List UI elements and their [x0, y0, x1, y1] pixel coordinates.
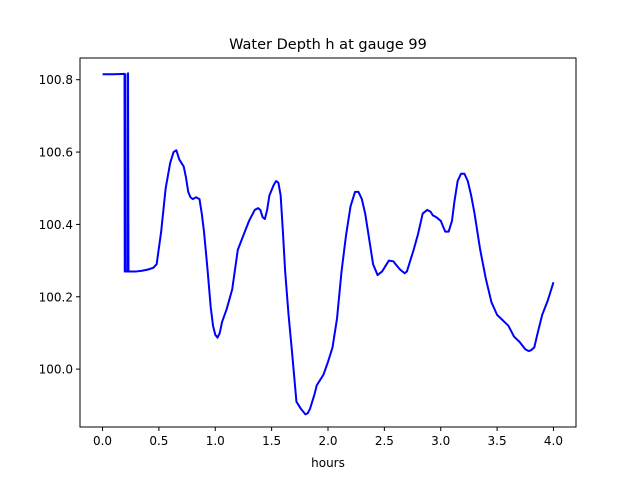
chart-title: Water Depth h at gauge 99: [229, 37, 427, 53]
x-axis-label: hours: [311, 456, 345, 470]
x-tick-label: 1.5: [262, 434, 281, 448]
y-tick-label: 100.6: [39, 146, 73, 160]
x-tick-label: 3.0: [431, 434, 450, 448]
x-tick-label: 3.5: [488, 434, 507, 448]
x-tick-label: 0.5: [149, 434, 168, 448]
x-tick-label: 2.5: [375, 434, 394, 448]
x-tick-label: 0.0: [93, 434, 112, 448]
y-tick-label: 100.2: [39, 290, 73, 304]
x-axis: 0.0 0.5 1.0 1.5 2.0 2.5 3.0 3.5 4.0: [93, 427, 563, 448]
x-tick-label: 1.0: [206, 434, 225, 448]
plot-area: [102, 72, 555, 416]
y-tick-label: 100.4: [39, 218, 73, 232]
y-axis: 100.0 100.2 100.4 100.6 100.8: [39, 73, 80, 377]
series-line-0: [102, 72, 555, 416]
y-tick-label: 100.8: [39, 73, 73, 87]
x-tick-label: 4.0: [544, 434, 563, 448]
x-tick-label: 2.0: [318, 434, 337, 448]
y-tick-label: 100.0: [39, 363, 73, 377]
